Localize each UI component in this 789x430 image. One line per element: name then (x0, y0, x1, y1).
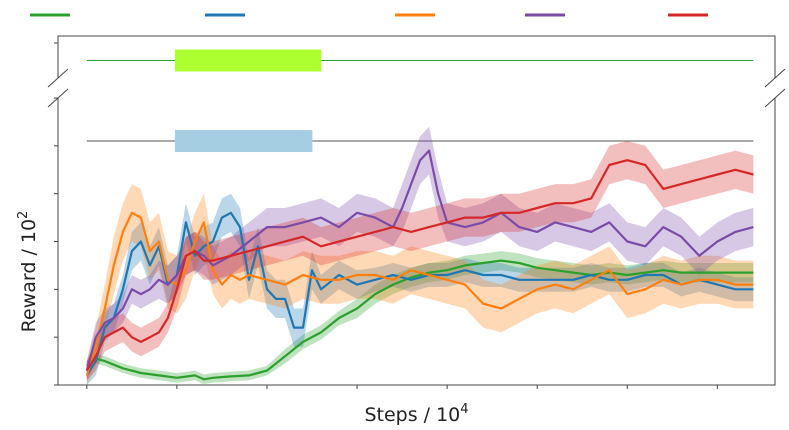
series-line-IPC (85, 159, 754, 372)
series-line-SPC (85, 149, 754, 371)
series-line-DDPG-RGB (86, 259, 754, 381)
upper-panel-frame (57, 35, 776, 78)
y-axis-title-main: Reward / 10 (18, 219, 40, 332)
series-line-GCG (85, 211, 754, 376)
series-band-GCG (86, 184, 754, 385)
series-group (85, 126, 754, 385)
series-band-IPC (86, 141, 754, 381)
axis-break-mark-3 (764, 88, 786, 108)
x-axis-title-exponent: 4 (460, 402, 468, 417)
reference-label-bg-0 (174, 49, 322, 72)
x-axis-title: Steps / 104 (364, 402, 468, 426)
y-axis-title-exponent: 2 (16, 211, 31, 219)
series-band-SPC (86, 126, 754, 381)
reference-label-bg-1 (174, 130, 313, 153)
axis-break-mark-1 (764, 68, 786, 88)
y-axis-title: Reward / 102 (16, 211, 40, 333)
series-band-DDPG-Seg (86, 193, 754, 385)
axis-break-mark-0 (47, 68, 69, 88)
x-axis-title-main: Steps / 10 (364, 404, 460, 426)
